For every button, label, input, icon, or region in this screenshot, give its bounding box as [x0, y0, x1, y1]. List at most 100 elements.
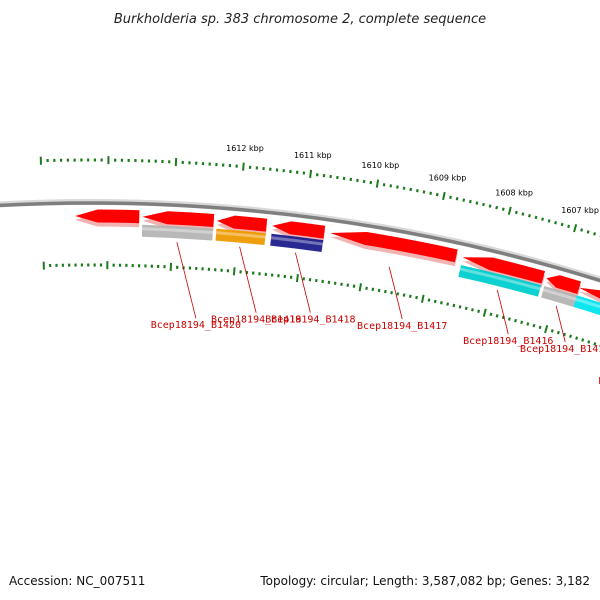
- outer-minor-tick: [389, 184, 393, 188]
- kbp-tick-label: 1610 kbp: [362, 161, 400, 170]
- inner-minor-tick: [464, 306, 468, 311]
- cog-bar: [573, 295, 600, 316]
- inner-minor-tick: [538, 325, 542, 330]
- genome-summary-text: Topology: circular; Length: 3,587,082 bp…: [260, 574, 590, 588]
- outer-major-tick: [573, 224, 578, 233]
- inner-minor-tick: [507, 317, 511, 321]
- outer-major-tick: [442, 191, 446, 201]
- cds-arrow: [272, 221, 326, 239]
- gene-leader-line: [176, 242, 197, 319]
- gene-leader-line: [295, 252, 311, 313]
- outer-minor-tick: [514, 210, 518, 215]
- inner-minor-tick: [365, 286, 368, 290]
- inner-minor-tick: [402, 293, 406, 297]
- cds-arrow: [462, 257, 546, 284]
- cog-track: [141, 224, 600, 316]
- outer-minor-tick: [468, 199, 472, 204]
- cds-arrow: [216, 215, 268, 232]
- outer-minor-tick: [554, 220, 558, 225]
- outer-minor-tick: [560, 222, 564, 227]
- gene-label: Bcep18194_B1420: [151, 320, 241, 331]
- inner-minor-tick: [452, 303, 456, 308]
- inner-minor-tick: [396, 292, 400, 296]
- inner-minor-tick: [458, 305, 462, 309]
- inner-minor-tick: [514, 318, 518, 323]
- outer-major-tick: [375, 179, 380, 188]
- outer-minor-tick: [475, 201, 479, 205]
- cog-bar: [215, 228, 266, 246]
- inner-minor-tick: [556, 330, 560, 335]
- cds-arrow: [330, 232, 458, 263]
- cog-bar: [270, 233, 324, 252]
- outer-minor-tick: [416, 189, 419, 193]
- cog-bar-highlight: [142, 227, 213, 234]
- kbp-tick-label: 1608 kbp: [495, 188, 533, 197]
- kbp-tick-label: 1609 kbp: [429, 173, 467, 182]
- gene-label: Bcep18194_B1414: [598, 376, 600, 387]
- outer-major-tick: [242, 162, 245, 171]
- inner-minor-tick: [477, 309, 481, 313]
- gene-label: Bcep18194_B1419: [211, 315, 301, 326]
- cds-track: [75, 209, 600, 303]
- cds-arrow: [546, 275, 582, 294]
- cds-arrow: [75, 209, 140, 224]
- cog-bar-highlight: [459, 267, 541, 291]
- cog-bar-highlight: [215, 231, 266, 239]
- outer-minor-tick: [455, 197, 459, 201]
- inner-major-tick: [544, 324, 549, 334]
- inner-major-tick: [421, 294, 425, 303]
- outer-minor-tick: [488, 204, 492, 208]
- outer-minor-tick: [580, 228, 584, 232]
- gene-leader-line: [388, 266, 403, 319]
- inner-minor-tick: [526, 322, 530, 326]
- inner-minor-tick: [446, 302, 450, 306]
- outer-minor-tick: [567, 224, 571, 229]
- inner-minor-tick: [575, 336, 579, 340]
- gene-leader-line: [555, 305, 566, 343]
- cog-bar: [458, 265, 542, 297]
- outer-minor-tick: [586, 230, 590, 234]
- outer-minor-tick: [382, 183, 386, 187]
- outer-minor-tick: [435, 192, 439, 197]
- inner-minor-tick: [408, 294, 412, 298]
- outer-major-tick: [507, 206, 512, 215]
- gene-label: Bcep18194_B1416: [463, 336, 553, 347]
- outer-minor-tick: [409, 187, 413, 192]
- inner-minor-tick: [581, 338, 585, 342]
- kbp-tick-label: 1607 kbp: [561, 206, 599, 215]
- inner-minor-tick: [569, 334, 573, 339]
- gene-label: Bcep18194_B1418: [265, 315, 355, 326]
- chromosome-backbone: [0, 199, 600, 283]
- outer-minor-tick: [495, 205, 499, 210]
- outer-minor-tick: [501, 207, 505, 211]
- inner-minor-tick: [562, 332, 566, 337]
- outer-minor-tick: [534, 215, 538, 220]
- cog-bar-highlight: [270, 236, 323, 246]
- kbp-tick-label: 1611 kbp: [294, 151, 332, 160]
- inner-minor-tick: [415, 295, 418, 300]
- cog-bar-highlight: [575, 297, 600, 309]
- outer-minor-tick: [429, 191, 433, 195]
- inner-minor-tick: [377, 288, 381, 293]
- inner-minor-tick: [550, 329, 554, 333]
- gene-label: Bcep18194_B1415: [520, 344, 600, 355]
- inner-minor-tick: [371, 287, 375, 292]
- inner-major-tick: [482, 308, 487, 317]
- inner-major-tick: [232, 267, 236, 276]
- outer-minor-tick: [462, 198, 466, 202]
- outer-minor-tick: [593, 232, 597, 236]
- cds-arrow: [142, 211, 215, 227]
- outer-minor-tick: [482, 202, 485, 207]
- gene-label-layer: Bcep18194_B1414Bcep18194_B1415Bcep18194_…: [151, 242, 600, 387]
- outer-minor-tick: [547, 219, 551, 223]
- inner-minor-tick: [440, 301, 443, 305]
- accession-text: Accession: NC_007511: [9, 574, 146, 588]
- inner-minor-tick: [532, 323, 536, 328]
- cds-arrow: [579, 287, 600, 299]
- outer-minor-tick: [541, 217, 545, 221]
- inner-minor-tick: [427, 298, 431, 302]
- inner-minor-tick: [495, 314, 499, 318]
- inner-minor-tick: [383, 289, 387, 294]
- inner-minor-tick: [593, 342, 597, 346]
